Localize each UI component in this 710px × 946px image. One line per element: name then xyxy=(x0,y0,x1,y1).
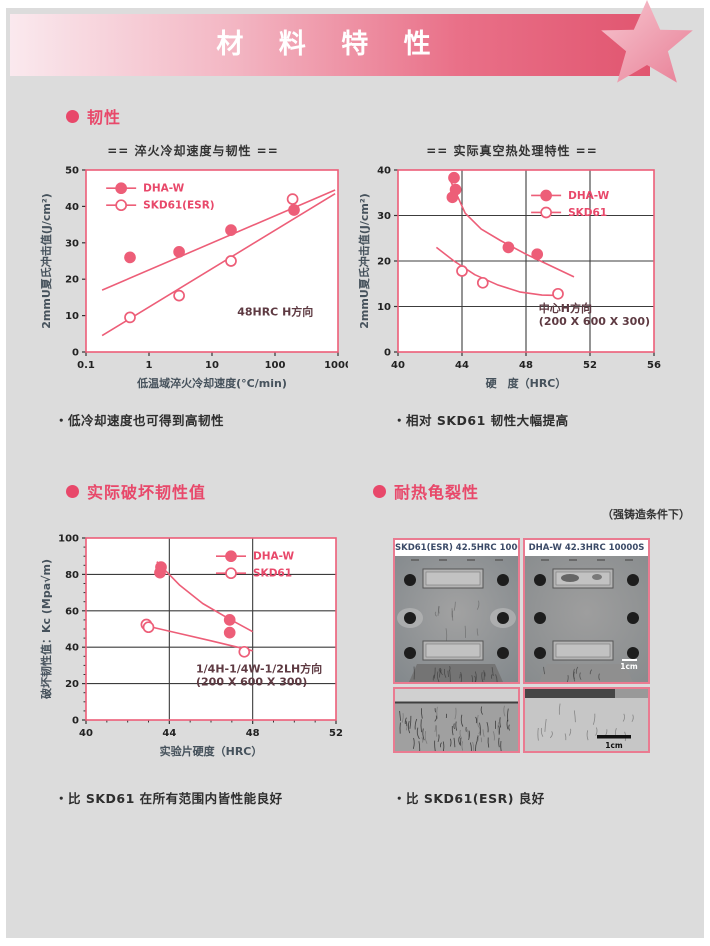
chart-canvas: 0 10 20 30 40 40 44 48 52 56 DHA-W SKD61 中心H方向(200 X… xyxy=(357,166,661,391)
svg-text:1cm: 1cm xyxy=(605,741,623,750)
chart-canvas: 0 20 40 60 80 100 40 44 48 52 DHA-W SKD61 1/4H-1/4W-… xyxy=(39,534,343,759)
photo-panel-dhaw-die: DHA-W 42.3HRC 10000S 1cm xyxy=(523,538,650,684)
svg-text:10: 10 xyxy=(377,302,391,313)
chart-title: == 淬火冷却速度与韧性 == xyxy=(107,144,279,158)
svg-text:56: 56 xyxy=(647,360,661,371)
page-title: 材 料 特 性 xyxy=(216,29,444,60)
condition-note: （强铸造条件下） xyxy=(602,508,690,521)
bullet-icon xyxy=(373,484,386,498)
chart-vacuum-heat-treatment: == 实际真空热处理特性 == 0 10 20 30 40 40 44 48 52 56 DHA-W… xyxy=(356,142,668,398)
svg-text:0.1: 0.1 xyxy=(77,360,95,371)
chart-quench-rate-toughness: == 淬火冷却速度与韧性 == 0 10 20 30 40 50 0.1 1 10 100 1000… xyxy=(38,142,352,398)
page-background xyxy=(6,8,704,938)
die-photo xyxy=(395,556,518,682)
svg-text:48HRC H方向: 48HRC H方向 xyxy=(237,305,313,319)
svg-text:0: 0 xyxy=(72,348,79,359)
svg-text:2mmU夏氏冲击值(J/cm²): 2mmU夏氏冲击值(J/cm²) xyxy=(39,193,53,328)
note-fracture: ・比 SKD61 在所有范围内皆性能良好 xyxy=(55,791,283,806)
crack-closeup-photo xyxy=(395,689,518,751)
svg-text:48: 48 xyxy=(246,728,260,739)
crack-closeup-photo: 1cm xyxy=(525,689,648,751)
photo-label: SKD61(ESR) 42.5HRC 10000S xyxy=(395,540,518,556)
bullet-icon xyxy=(66,109,79,123)
svg-text:80: 80 xyxy=(65,570,79,581)
svg-text:40: 40 xyxy=(65,202,79,213)
svg-text:40: 40 xyxy=(377,166,391,177)
chart-title: == 实际真空热处理特性 == xyxy=(426,144,598,158)
section-heading-toughness: 韧性 xyxy=(66,104,121,128)
svg-text:10: 10 xyxy=(65,311,79,322)
chart-fracture-toughness: 0 20 40 60 80 100 40 44 48 52 DHA-W SKD61 1/4H-1/4W-… xyxy=(38,528,350,767)
svg-text:SKD61: SKD61 xyxy=(568,207,607,219)
photo-label: DHA-W 42.3HRC 10000S xyxy=(525,540,648,556)
svg-text:1cm: 1cm xyxy=(620,662,638,671)
svg-text:52: 52 xyxy=(329,728,343,739)
die-photo: 1cm xyxy=(525,556,648,682)
chart-canvas: 0 10 20 30 40 50 0.1 1 10 100 1000 DHA-W SKD61(ESR) 4… xyxy=(39,166,352,391)
svg-text:破坏韧性值：Kc (Mpa√m): 破坏韧性值：Kc (Mpa√m) xyxy=(39,559,53,699)
svg-text:DHA-W: DHA-W xyxy=(143,183,185,195)
svg-text:30: 30 xyxy=(377,211,391,222)
section-heading-fracture-toughness: 实际破坏韧性值 xyxy=(66,479,206,503)
photo-panel-dhaw-closeup: 1cm xyxy=(523,687,650,753)
svg-text:硬 度（HRC）: 硬 度（HRC） xyxy=(486,376,567,390)
svg-text:40: 40 xyxy=(65,643,79,654)
page-banner: 材 料 特 性 xyxy=(10,14,650,76)
svg-text:中心H方向: 中心H方向 xyxy=(539,301,592,315)
svg-text:SKD61: SKD61 xyxy=(253,568,292,580)
svg-text:(200 X 600 X 300): (200 X 600 X 300) xyxy=(196,676,307,689)
svg-text:60: 60 xyxy=(65,606,79,617)
svg-text:1: 1 xyxy=(146,360,153,371)
svg-text:SKD61(ESR): SKD61(ESR) xyxy=(143,200,214,212)
star-icon xyxy=(601,0,693,83)
heat-check-photo-grid: SKD61(ESR) 42.5HRC 10000S DHA-W 42.3HRC … xyxy=(393,538,651,753)
svg-text:100: 100 xyxy=(58,534,79,545)
svg-text:52: 52 xyxy=(583,360,597,371)
svg-text:50: 50 xyxy=(65,166,79,177)
photo-panel-skd61-closeup xyxy=(393,687,520,753)
bullet-icon xyxy=(66,484,79,498)
svg-text:44: 44 xyxy=(455,360,469,371)
svg-text:1/4H-1/4W-1/2LH方向: 1/4H-1/4W-1/2LH方向 xyxy=(196,662,322,676)
svg-text:44: 44 xyxy=(162,728,176,739)
svg-text:10: 10 xyxy=(205,360,219,371)
svg-text:(200 X 600 X 300): (200 X 600 X 300) xyxy=(539,315,650,328)
svg-text:40: 40 xyxy=(79,728,93,739)
svg-text:100: 100 xyxy=(265,360,286,371)
svg-text:0: 0 xyxy=(384,348,391,359)
svg-text:1000: 1000 xyxy=(324,360,348,371)
svg-text:30: 30 xyxy=(65,238,79,249)
svg-text:48: 48 xyxy=(519,360,533,371)
svg-text:实验片硬度（HRC）: 实验片硬度（HRC） xyxy=(160,744,263,758)
svg-text:DHA-W: DHA-W xyxy=(568,190,610,202)
svg-text:DHA-W: DHA-W xyxy=(253,551,295,563)
svg-text:20: 20 xyxy=(65,679,79,690)
svg-text:低温域淬火冷却速度(°C/min): 低温域淬火冷却速度(°C/min) xyxy=(136,376,287,390)
svg-text:2mmU夏氏冲击值(J/cm²): 2mmU夏氏冲击值(J/cm²) xyxy=(357,193,371,328)
section-heading-heat-check: 耐热龟裂性 xyxy=(373,479,479,503)
svg-text:20: 20 xyxy=(65,275,79,286)
note-heat-check: ・比 SKD61(ESR) 良好 xyxy=(393,791,545,806)
svg-text:0: 0 xyxy=(72,716,79,727)
note-toughness-left: ・低冷却速度也可得到高韧性 xyxy=(55,413,225,428)
photo-panel-skd61-die: SKD61(ESR) 42.5HRC 10000S xyxy=(393,538,520,684)
note-toughness-right: ・相对 SKD61 韧性大幅提高 xyxy=(393,413,569,428)
svg-text:20: 20 xyxy=(377,257,391,268)
svg-text:40: 40 xyxy=(391,360,405,371)
